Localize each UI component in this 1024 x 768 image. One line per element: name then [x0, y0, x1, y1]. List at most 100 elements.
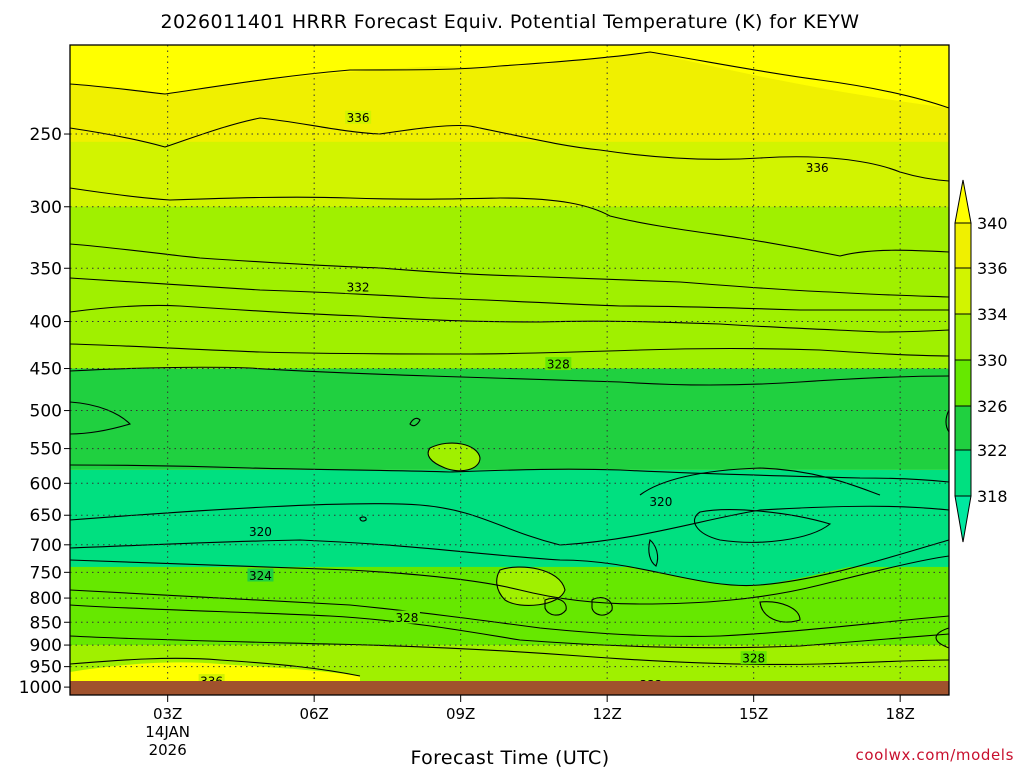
colorbar: 340 336 334 330 326 322 318	[954, 179, 1008, 543]
x-axis-label: Forecast Time (UTC)	[410, 747, 609, 768]
contour-label-bg	[345, 280, 372, 294]
fill-band-mid	[70, 206, 949, 269]
y-tick-label: 700	[30, 536, 62, 556]
contour-label: 332	[347, 281, 370, 295]
y-tick-label: 750	[30, 563, 62, 583]
y-tick-label: 250	[30, 125, 62, 145]
colorbar-tick-label: 330	[977, 351, 1008, 370]
x-tick-label: 09Z	[446, 705, 475, 723]
contour-line	[69, 187, 950, 257]
contour-fills	[70, 45, 949, 688]
fill-band-upper-mid	[70, 141, 949, 207]
x-tick-label: 06Z	[299, 705, 328, 723]
contour-label: 328	[742, 652, 765, 666]
colorbar-tick-label: 336	[977, 259, 1008, 278]
y-tick-label: 300	[30, 198, 62, 218]
contour-line	[69, 503, 950, 546]
x-tick-year: 2026	[149, 741, 187, 759]
colorbar-segment	[954, 359, 972, 407]
y-tick-label: 600	[30, 474, 62, 494]
contour-labels: 336336332328320320324328328336332	[198, 110, 831, 692]
contour-line	[69, 555, 950, 605]
fill-pocket-upper	[70, 45, 949, 108]
contour-label-bg	[545, 357, 572, 371]
x-tick-label: 03Z	[153, 705, 182, 723]
contour-label-bg	[393, 610, 420, 624]
contour-line	[69, 117, 950, 182]
contour-line	[591, 597, 613, 616]
contour-line	[935, 627, 950, 649]
contour-line	[694, 509, 832, 543]
colorbar-tick-label: 318	[977, 487, 1008, 506]
colorbar-min-triangle	[954, 495, 972, 543]
y-axis: 250 300 350 400 450 500 550 600 650 700 750 800 850 9…	[19, 125, 70, 698]
contour-line	[639, 467, 881, 496]
contour-line	[69, 366, 950, 386]
colorbar-segment	[954, 405, 972, 451]
contour-line	[69, 343, 950, 357]
contour-line	[69, 657, 361, 677]
contour-label: 320	[649, 495, 672, 509]
y-tick-label: 350	[30, 259, 62, 279]
contour-label-bg	[804, 160, 831, 174]
contour-line	[359, 516, 367, 522]
contour-line	[69, 277, 949, 311]
y-tick-label: 500	[30, 402, 62, 422]
plot-frame	[69, 44, 950, 696]
contour-line	[69, 539, 950, 587]
y-tick-label: 400	[30, 313, 62, 333]
fill-pocket-minimum	[70, 503, 949, 586]
contour-label: 320	[249, 525, 272, 539]
chart-title: 2026011401 HRRR Forecast Equiv. Potentia…	[161, 11, 860, 33]
contour-line	[427, 442, 481, 472]
colorbar-tick-label: 340	[977, 214, 1008, 233]
y-tick-label: 1000	[19, 678, 62, 698]
colorbar-segment	[954, 313, 972, 361]
credit-text: coolwx.com/models	[856, 746, 1015, 764]
colorbar-tick-label: 334	[977, 305, 1008, 324]
contour-label: 324	[249, 569, 272, 583]
colorbar-tick-label: 322	[977, 441, 1008, 460]
colorbar-max-triangle	[954, 179, 972, 224]
contour-line	[69, 635, 950, 666]
contour-line	[648, 539, 659, 567]
fill-band-mid-low	[70, 268, 949, 369]
y-tick-label: 900	[30, 636, 62, 656]
contour-label: 328	[547, 358, 570, 372]
contour-label: 336	[806, 161, 829, 175]
y-tick-label: 850	[30, 613, 62, 633]
contour-line	[759, 601, 801, 623]
contour-line	[69, 401, 132, 435]
ground-band	[70, 681, 949, 695]
x-tick-label: 15Z	[739, 705, 768, 723]
contour-line	[945, 409, 950, 433]
contour-line	[69, 604, 950, 649]
y-tick-label: 650	[30, 506, 62, 526]
y-tick-label: 950	[30, 658, 62, 678]
contour-label-bg	[247, 568, 274, 582]
contour-lines	[69, 51, 950, 677]
contour-label-bg	[647, 494, 674, 508]
contour-line	[69, 464, 950, 483]
x-tick-date: 14JAN	[145, 723, 190, 741]
colorbar-segment	[954, 449, 972, 497]
colorbar-segment	[954, 222, 972, 269]
y-tick-label: 800	[30, 589, 62, 609]
contour-line	[69, 589, 950, 638]
contour-label-bg	[345, 110, 372, 124]
contour-label: 336	[347, 111, 370, 125]
contour-line	[409, 417, 421, 427]
contour-label-bg	[247, 524, 274, 538]
y-tick-label: 450	[30, 360, 62, 380]
contour-line	[69, 243, 950, 298]
fill-pocket-mid	[428, 443, 480, 471]
x-tick-label: 18Z	[885, 705, 914, 723]
fill-band-mid-troposphere	[70, 368, 949, 470]
x-tick-label: 12Z	[592, 705, 621, 723]
plot-area: 336336332328320320324328328336332	[69, 44, 950, 696]
contour-label: 328	[395, 611, 418, 625]
y-tick-label: 550	[30, 440, 62, 460]
contour-line	[69, 51, 950, 109]
